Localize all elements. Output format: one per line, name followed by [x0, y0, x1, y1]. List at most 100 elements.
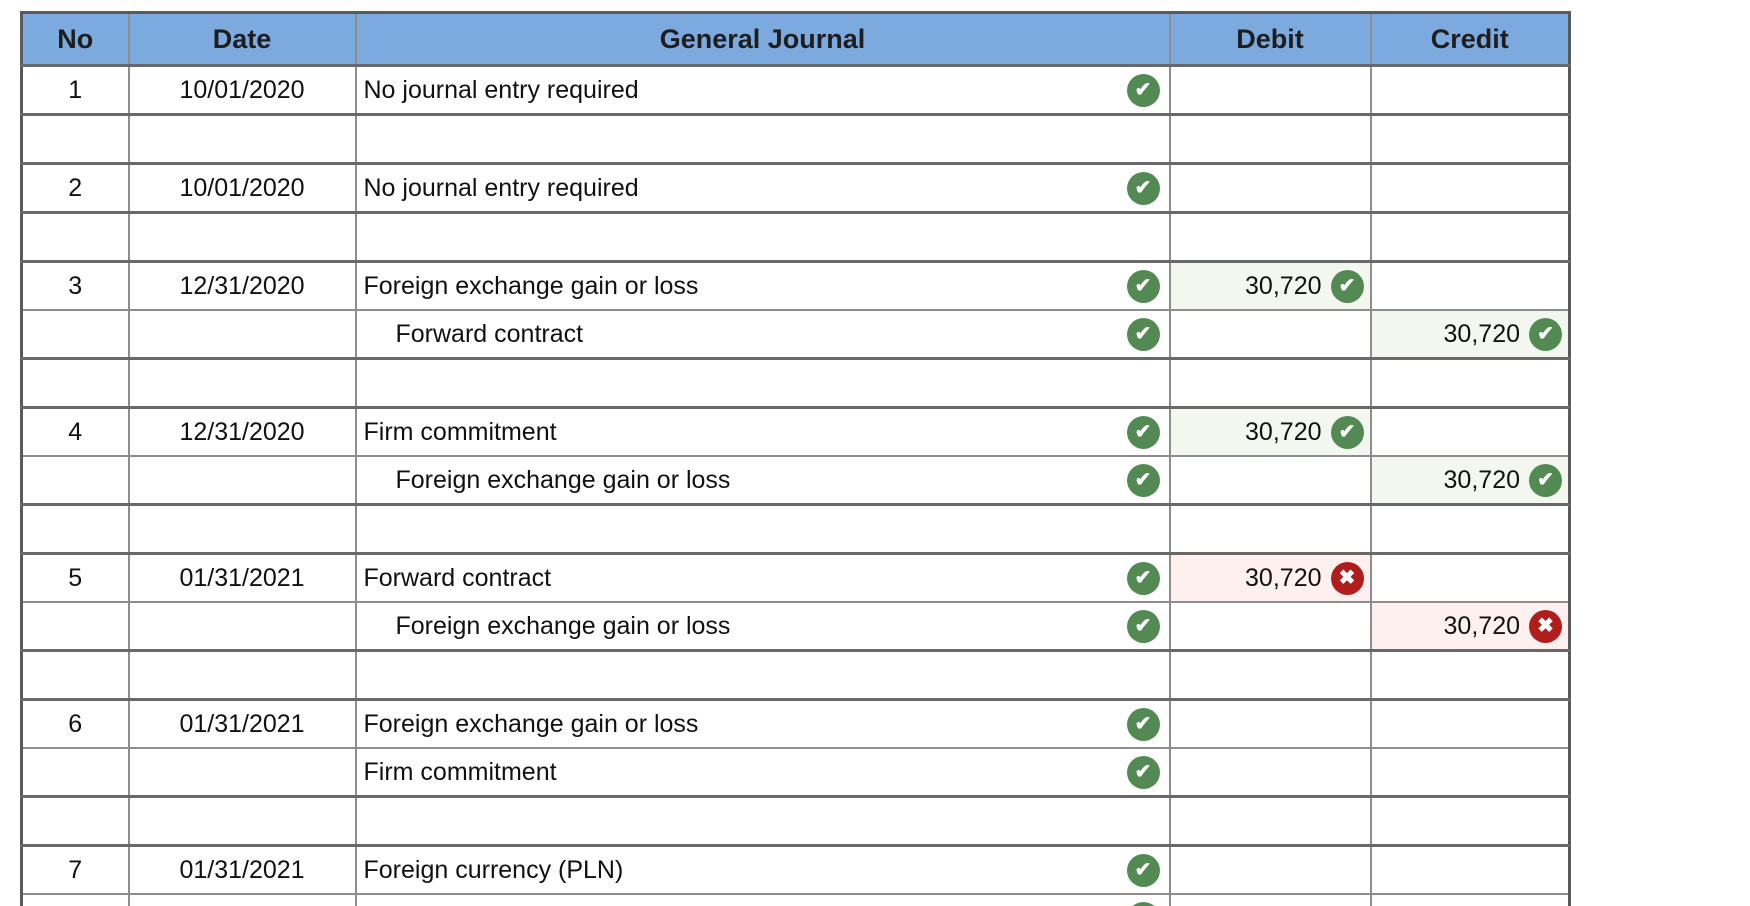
empty-cell	[127, 649, 357, 701]
debit-amount-cell	[1168, 162, 1372, 214]
account-title-text: No journal entry required	[363, 173, 639, 202]
account-title-cell: No journal entry required ✔	[354, 162, 1171, 214]
account-title-cell-content: Foreign exchange gain or loss ✔	[358, 265, 1168, 307]
journal-entry-row: 2 10/01/2020 No journal entry required ✔	[20, 162, 1571, 214]
empty-cell	[354, 113, 1171, 165]
debit-amount-cell	[1168, 309, 1372, 360]
credit-amount-cell-content: 30,720 ✖	[1373, 605, 1568, 647]
credit-amount-cell	[1369, 552, 1571, 603]
column-header-date: Date	[127, 11, 357, 67]
journal-entry-row: 7 01/31/2021 Foreign currency (PLN) ✔	[20, 844, 1571, 895]
cross-icon: ✖	[1529, 609, 1562, 643]
account-title-cell-content: No journal entry required ✔	[358, 69, 1168, 111]
debit-amount-cell	[1168, 893, 1372, 906]
separator-row	[20, 503, 1571, 555]
empty-cell	[127, 795, 357, 847]
credit-amount-cell	[1369, 260, 1571, 311]
account-title-text: Firm commitment	[363, 417, 557, 446]
empty-cell	[127, 503, 357, 555]
empty-cell	[127, 357, 357, 409]
entry-number-cell: 6	[20, 698, 130, 749]
account-title-cell: Forward contract ✔	[354, 552, 1171, 603]
date-cell: 01/31/2021	[127, 698, 357, 749]
entry-number-cell: 2	[20, 162, 130, 214]
empty-cell	[1168, 113, 1372, 165]
empty-cell	[1168, 211, 1372, 263]
empty-cell	[1369, 113, 1571, 165]
account-title-cell: No journal entry required ✔	[354, 64, 1171, 116]
account-title-cell-content: Forward contract ✔	[358, 557, 1168, 599]
check-icon: ✔	[1126, 73, 1160, 107]
column-header-credit: Credit	[1369, 11, 1571, 67]
check-icon: ✔	[1126, 901, 1160, 906]
account-title-text: No journal entry required	[363, 75, 639, 104]
date-cell: 12/31/2020	[127, 406, 357, 457]
account-title-cell-content: No journal entry required ✔	[358, 167, 1168, 209]
entry-number-cell: 5	[20, 552, 130, 603]
date-cell: 01/31/2021	[127, 552, 357, 603]
empty-cell	[20, 211, 130, 263]
empty-cell	[1168, 649, 1372, 701]
journal-entry-row: 5 01/31/2021 Forward contract ✔ 30,720 ✖	[20, 552, 1571, 603]
account-title-cell-content: Foreign exchange gain or loss ✔	[358, 703, 1168, 745]
credit-amount-cell: 30,720 ✔	[1369, 309, 1571, 360]
account-title-cell: Sales ✔	[354, 893, 1171, 906]
debit-amount-cell	[1168, 844, 1372, 895]
empty-cell	[20, 795, 130, 847]
date-cell	[127, 747, 357, 798]
amount-text: 30,720	[1245, 563, 1322, 592]
account-title-cell: Foreign exchange gain or loss ✔	[354, 260, 1171, 311]
empty-cell	[127, 211, 357, 263]
column-header-general-journal: General Journal	[354, 11, 1171, 67]
empty-cell	[1369, 211, 1571, 263]
column-header-no: No	[20, 11, 130, 67]
account-title-cell: Foreign exchange gain or loss ✔	[354, 698, 1171, 749]
account-title-text: Sales	[364, 904, 427, 906]
debit-amount-cell: 30,720 ✔	[1168, 260, 1372, 311]
date-cell: 10/01/2020	[127, 64, 357, 116]
entry-number-cell	[20, 893, 130, 906]
empty-cell	[354, 649, 1171, 701]
empty-cell	[1369, 795, 1571, 847]
account-title-cell-content: Foreign exchange gain or loss ✔	[358, 459, 1168, 501]
header-row: No Date General Journal Debit Credit	[20, 11, 1571, 67]
account-title-cell: Foreign exchange gain or loss ✔	[354, 601, 1171, 652]
debit-amount-cell-content: 30,720 ✔	[1172, 411, 1369, 453]
amount-text: 30,720	[1245, 271, 1322, 300]
account-title-cell-content: Foreign currency (PLN) ✔	[358, 849, 1168, 891]
entry-number-cell: 7	[20, 844, 130, 895]
column-header-debit: Debit	[1168, 11, 1372, 67]
account-title-cell-content: Forward contract ✔	[358, 313, 1168, 355]
debit-amount-cell-content: 30,720 ✔	[1172, 265, 1369, 307]
credit-amount-cell: 30,720 ✖	[1369, 601, 1571, 652]
account-title-cell-content: Foreign exchange gain or loss ✔	[358, 605, 1168, 647]
credit-amount-cell-content: 30,720 ✔	[1373, 459, 1568, 501]
journal-entry-row: Foreign exchange gain or loss ✔ 30,720 ✔	[20, 455, 1571, 506]
empty-cell	[354, 211, 1171, 263]
separator-row	[20, 113, 1571, 165]
empty-cell	[354, 795, 1171, 847]
debit-amount-cell	[1168, 64, 1372, 116]
debit-amount-cell-content: 30,720 ✖	[1172, 557, 1369, 599]
empty-cell	[1369, 649, 1571, 701]
empty-cell	[1369, 357, 1571, 409]
journal-entry-row: 6 01/31/2021 Foreign exchange gain or loss…	[20, 698, 1571, 749]
check-icon: ✔	[1126, 853, 1160, 887]
account-title-cell: Forward contract ✔	[354, 309, 1171, 360]
journal-entry-row: Firm commitment ✔	[20, 747, 1571, 798]
separator-row	[20, 357, 1571, 409]
check-icon: ✔	[1330, 269, 1364, 303]
credit-amount-cell: 30,720 ✔	[1369, 455, 1571, 506]
empty-cell	[20, 357, 130, 409]
entry-number-cell	[20, 309, 130, 360]
debit-amount-cell	[1168, 698, 1372, 749]
empty-cell	[127, 113, 357, 165]
journal-table-body: 1 10/01/2020 No journal entry required ✔ 2 10…	[20, 64, 1571, 906]
date-cell	[127, 455, 357, 506]
journal-table: No Date General Journal Debit Credit 1 10/01/…	[20, 11, 1571, 906]
separator-row	[20, 649, 1571, 701]
account-title-cell-content: Sales ✔	[358, 897, 1168, 906]
account-title-cell: Firm commitment ✔	[354, 747, 1171, 798]
empty-cell	[354, 357, 1171, 409]
credit-amount-cell	[1369, 893, 1571, 906]
